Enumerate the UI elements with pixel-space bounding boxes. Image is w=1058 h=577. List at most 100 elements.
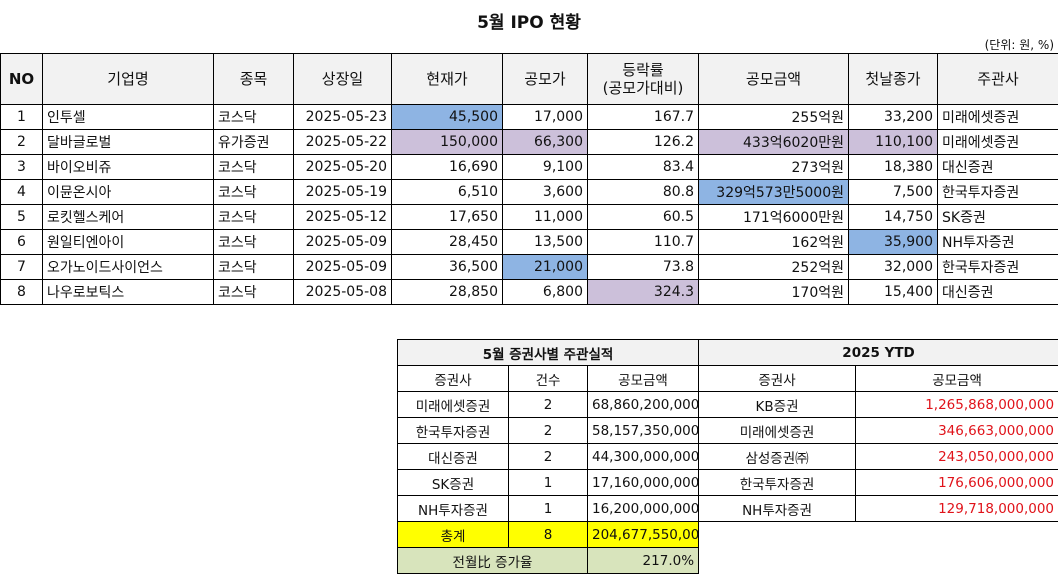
cell-no[interactable]: 3 bbox=[0, 154, 43, 180]
cell-offer-price[interactable]: 66,300 bbox=[502, 129, 588, 155]
cell-listing-date[interactable]: 2025-05-09 bbox=[293, 229, 392, 255]
ytd-amount[interactable]: 129,718,000,000 bbox=[855, 495, 1058, 522]
may-amount[interactable]: 17,160,000,000 bbox=[586, 469, 700, 496]
may-count[interactable]: 2 bbox=[508, 443, 588, 470]
cell-first-close[interactable]: 18,380 bbox=[848, 154, 938, 180]
cell-underwriter[interactable]: 미래에셋증권 bbox=[937, 129, 1058, 155]
cell-listing-date[interactable]: 2025-05-22 bbox=[293, 129, 392, 155]
cell-offer-amount[interactable]: 255억원 bbox=[698, 104, 849, 130]
cell-company[interactable]: 원일티엔아이 bbox=[42, 229, 214, 255]
cell-company[interactable]: 이뮨온시아 bbox=[42, 179, 214, 205]
header-offer-amount[interactable]: 공모금액 bbox=[698, 53, 849, 105]
cell-first-close[interactable]: 7,500 bbox=[848, 179, 938, 205]
cell-offer-amount[interactable]: 170억원 bbox=[698, 279, 849, 305]
header-first-close[interactable]: 첫날종가 bbox=[848, 53, 938, 105]
cell-offer-amount[interactable]: 171억6000만원 bbox=[698, 204, 849, 230]
cell-market[interactable]: 코스닥 bbox=[213, 204, 294, 230]
cell-company[interactable]: 인투셀 bbox=[42, 104, 214, 130]
cell-offer-amount[interactable]: 433억6020만원 bbox=[698, 129, 849, 155]
cell-offer-price[interactable]: 9,100 bbox=[502, 154, 588, 180]
cell-listing-date[interactable]: 2025-05-20 bbox=[293, 154, 392, 180]
header-underwriter[interactable]: 주관사 bbox=[937, 53, 1058, 105]
may-summary-title[interactable]: 5월 증권사별 주관실적 bbox=[396, 339, 700, 366]
may-count[interactable]: 2 bbox=[508, 417, 588, 444]
may-count[interactable]: 1 bbox=[508, 495, 588, 522]
may-amount[interactable]: 58,157,350,000 bbox=[586, 417, 700, 444]
cell-current-price[interactable]: 6,510 bbox=[391, 179, 503, 205]
cell-offer-price[interactable]: 13,500 bbox=[502, 229, 588, 255]
ytd-amount[interactable]: 243,050,000,000 bbox=[855, 443, 1058, 470]
may-firm[interactable]: 한국투자증권 bbox=[397, 417, 509, 444]
cell-offer-price[interactable]: 11,000 bbox=[502, 204, 588, 230]
cell-listing-date[interactable]: 2025-05-08 bbox=[293, 279, 392, 305]
cell-underwriter[interactable]: 대신증권 bbox=[937, 279, 1058, 305]
ytd-firm[interactable]: NH투자증권 bbox=[698, 495, 857, 522]
cell-current-price[interactable]: 17,650 bbox=[391, 204, 503, 230]
growth-value[interactable]: 217.0% bbox=[586, 547, 700, 574]
cell-underwriter[interactable]: SK증권 bbox=[937, 204, 1058, 230]
cell-listing-date[interactable]: 2025-05-12 bbox=[293, 204, 392, 230]
ytd-header-firm[interactable]: 증권사 bbox=[698, 365, 857, 392]
cell-current-price[interactable]: 28,450 bbox=[391, 229, 503, 255]
cell-first-close[interactable]: 110,100 bbox=[848, 129, 938, 155]
cell-market[interactable]: 유가증권 bbox=[213, 129, 294, 155]
cell-no[interactable]: 6 bbox=[0, 229, 43, 255]
cell-offer-price[interactable]: 21,000 bbox=[502, 254, 588, 280]
may-header-firm[interactable]: 증권사 bbox=[397, 365, 509, 392]
may-header-count[interactable]: 건수 bbox=[508, 365, 588, 392]
may-firm[interactable]: SK증권 bbox=[397, 469, 509, 496]
cell-change-rate[interactable]: 83.4 bbox=[587, 154, 699, 180]
cell-current-price[interactable]: 150,000 bbox=[391, 129, 503, 155]
cell-offer-amount[interactable]: 329억573만5000원 bbox=[698, 179, 849, 205]
cell-company[interactable]: 오가노이드사이언스 bbox=[42, 254, 214, 280]
cell-change-rate[interactable]: 80.8 bbox=[587, 179, 699, 205]
cell-no[interactable]: 1 bbox=[0, 104, 43, 130]
may-amount[interactable]: 16,200,000,000 bbox=[586, 495, 700, 522]
may-amount[interactable]: 68,860,200,000 bbox=[586, 391, 700, 418]
may-firm[interactable]: NH투자증권 bbox=[397, 495, 509, 522]
growth-label[interactable]: 전월比 증가율 bbox=[397, 547, 588, 574]
cell-underwriter[interactable]: NH투자증권 bbox=[937, 229, 1058, 255]
header-market[interactable]: 종목 bbox=[213, 53, 294, 105]
cell-no[interactable]: 5 bbox=[0, 204, 43, 230]
cell-company[interactable]: 나우로보틱스 bbox=[42, 279, 214, 305]
cell-change-rate[interactable]: 324.3 bbox=[587, 279, 699, 305]
header-no[interactable]: NO bbox=[0, 53, 43, 105]
may-count[interactable]: 2 bbox=[508, 391, 588, 418]
ytd-amount[interactable]: 346,663,000,000 bbox=[855, 417, 1058, 444]
cell-current-price[interactable]: 36,500 bbox=[391, 254, 503, 280]
cell-underwriter[interactable]: 한국투자증권 bbox=[937, 254, 1058, 280]
cell-company[interactable]: 바이오비쥬 bbox=[42, 154, 214, 180]
cell-no[interactable]: 2 bbox=[0, 129, 43, 155]
cell-offer-amount[interactable]: 273억원 bbox=[698, 154, 849, 180]
cell-underwriter[interactable]: 미래에셋증권 bbox=[937, 104, 1058, 130]
ytd-firm[interactable]: 미래에셋증권 bbox=[698, 417, 857, 444]
may-firm[interactable]: 대신증권 bbox=[397, 443, 509, 470]
cell-current-price[interactable]: 16,690 bbox=[391, 154, 503, 180]
ytd-firm[interactable]: KB증권 bbox=[698, 391, 857, 418]
cell-market[interactable]: 코스닥 bbox=[213, 179, 294, 205]
cell-company[interactable]: 달바글로벌 bbox=[42, 129, 214, 155]
may-amount[interactable]: 44,300,000,000 bbox=[586, 443, 700, 470]
cell-first-close[interactable]: 33,200 bbox=[848, 104, 938, 130]
cell-no[interactable]: 7 bbox=[0, 254, 43, 280]
cell-underwriter[interactable]: 한국투자증권 bbox=[937, 179, 1058, 205]
cell-market[interactable]: 코스닥 bbox=[213, 254, 294, 280]
cell-current-price[interactable]: 45,500 bbox=[391, 104, 503, 130]
cell-listing-date[interactable]: 2025-05-19 bbox=[293, 179, 392, 205]
cell-offer-amount[interactable]: 252억원 bbox=[698, 254, 849, 280]
ytd-firm[interactable]: 삼성증권㈜ bbox=[698, 443, 857, 470]
cell-first-close[interactable]: 32,000 bbox=[848, 254, 938, 280]
cell-no[interactable]: 4 bbox=[0, 179, 43, 205]
header-company[interactable]: 기업명 bbox=[42, 53, 214, 105]
cell-first-close[interactable]: 14,750 bbox=[848, 204, 938, 230]
ytd-firm[interactable]: 한국투자증권 bbox=[698, 469, 857, 496]
ytd-header-amount[interactable]: 공모금액 bbox=[855, 365, 1058, 392]
cell-first-close[interactable]: 15,400 bbox=[848, 279, 938, 305]
cell-change-rate[interactable]: 60.5 bbox=[587, 204, 699, 230]
cell-no[interactable]: 8 bbox=[0, 279, 43, 305]
cell-listing-date[interactable]: 2025-05-09 bbox=[293, 254, 392, 280]
cell-change-rate[interactable]: 73.8 bbox=[587, 254, 699, 280]
may-header-amount[interactable]: 공모금액 bbox=[586, 365, 700, 392]
cell-offer-amount[interactable]: 162억원 bbox=[698, 229, 849, 255]
